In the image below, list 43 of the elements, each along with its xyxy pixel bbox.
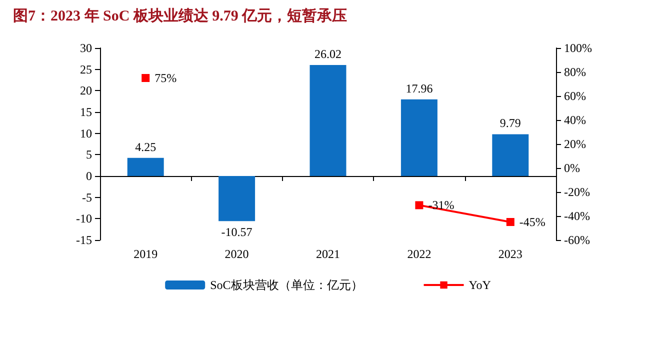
- x-tick-label: 2022: [407, 247, 432, 261]
- legend-label: YoY: [468, 278, 492, 292]
- y-tick-label: 25: [80, 62, 92, 76]
- data-label: 9.79: [500, 116, 521, 130]
- data-label: -10.57: [221, 225, 252, 240]
- y-tick-label: -5: [82, 190, 92, 204]
- y-tick-label: 5: [86, 148, 92, 162]
- bar: [218, 176, 256, 222]
- bar: [310, 64, 346, 176]
- point: [415, 201, 424, 210]
- y-tick-label: 20: [80, 84, 92, 98]
- y2-tick-label: 60%: [564, 89, 586, 103]
- bar: [127, 158, 164, 176]
- bar: [400, 99, 438, 176]
- y2-tick-label: 80%: [564, 65, 586, 79]
- x-tick-label: 2021: [316, 247, 340, 261]
- bar: [492, 134, 529, 176]
- chart-title: 图7：2023 年 SoC 板块业绩达 9.79 亿元，短暂承压: [13, 8, 348, 24]
- y-tick-label: 15: [80, 105, 92, 119]
- data-label: 17.96: [406, 81, 433, 96]
- y2-tick-label: -20%: [564, 185, 590, 199]
- y2-tick-label: -40%: [564, 209, 590, 223]
- y-tick-label: 0: [86, 169, 92, 183]
- data-label: -31%: [428, 198, 454, 212]
- y2-tick-label: 20%: [564, 137, 586, 151]
- y2-tick-label: 0%: [564, 161, 580, 175]
- data-label: 75%: [154, 71, 177, 85]
- data-label: 26.02: [314, 46, 342, 61]
- y-tick-label: -15: [76, 233, 92, 247]
- y2-tick-label: 100%: [564, 41, 592, 55]
- point: [506, 218, 514, 226]
- point: [142, 74, 150, 82]
- y-tick-label: 10: [80, 126, 92, 140]
- legend-label: SoC板块营收（单位：亿元）: [210, 278, 363, 292]
- data-label: 4.25: [135, 140, 156, 154]
- x-tick-label: 2019: [134, 247, 158, 261]
- data-label: -45%: [519, 215, 546, 229]
- y2-tick-label: 40%: [564, 113, 586, 127]
- y-tick-label: -10: [76, 212, 92, 226]
- x-tick-label: 2023: [498, 247, 522, 261]
- y-tick-label: 30: [80, 41, 92, 55]
- y2-tick-label: -60%: [564, 233, 590, 247]
- x-tick-label: 2020: [224, 247, 249, 261]
